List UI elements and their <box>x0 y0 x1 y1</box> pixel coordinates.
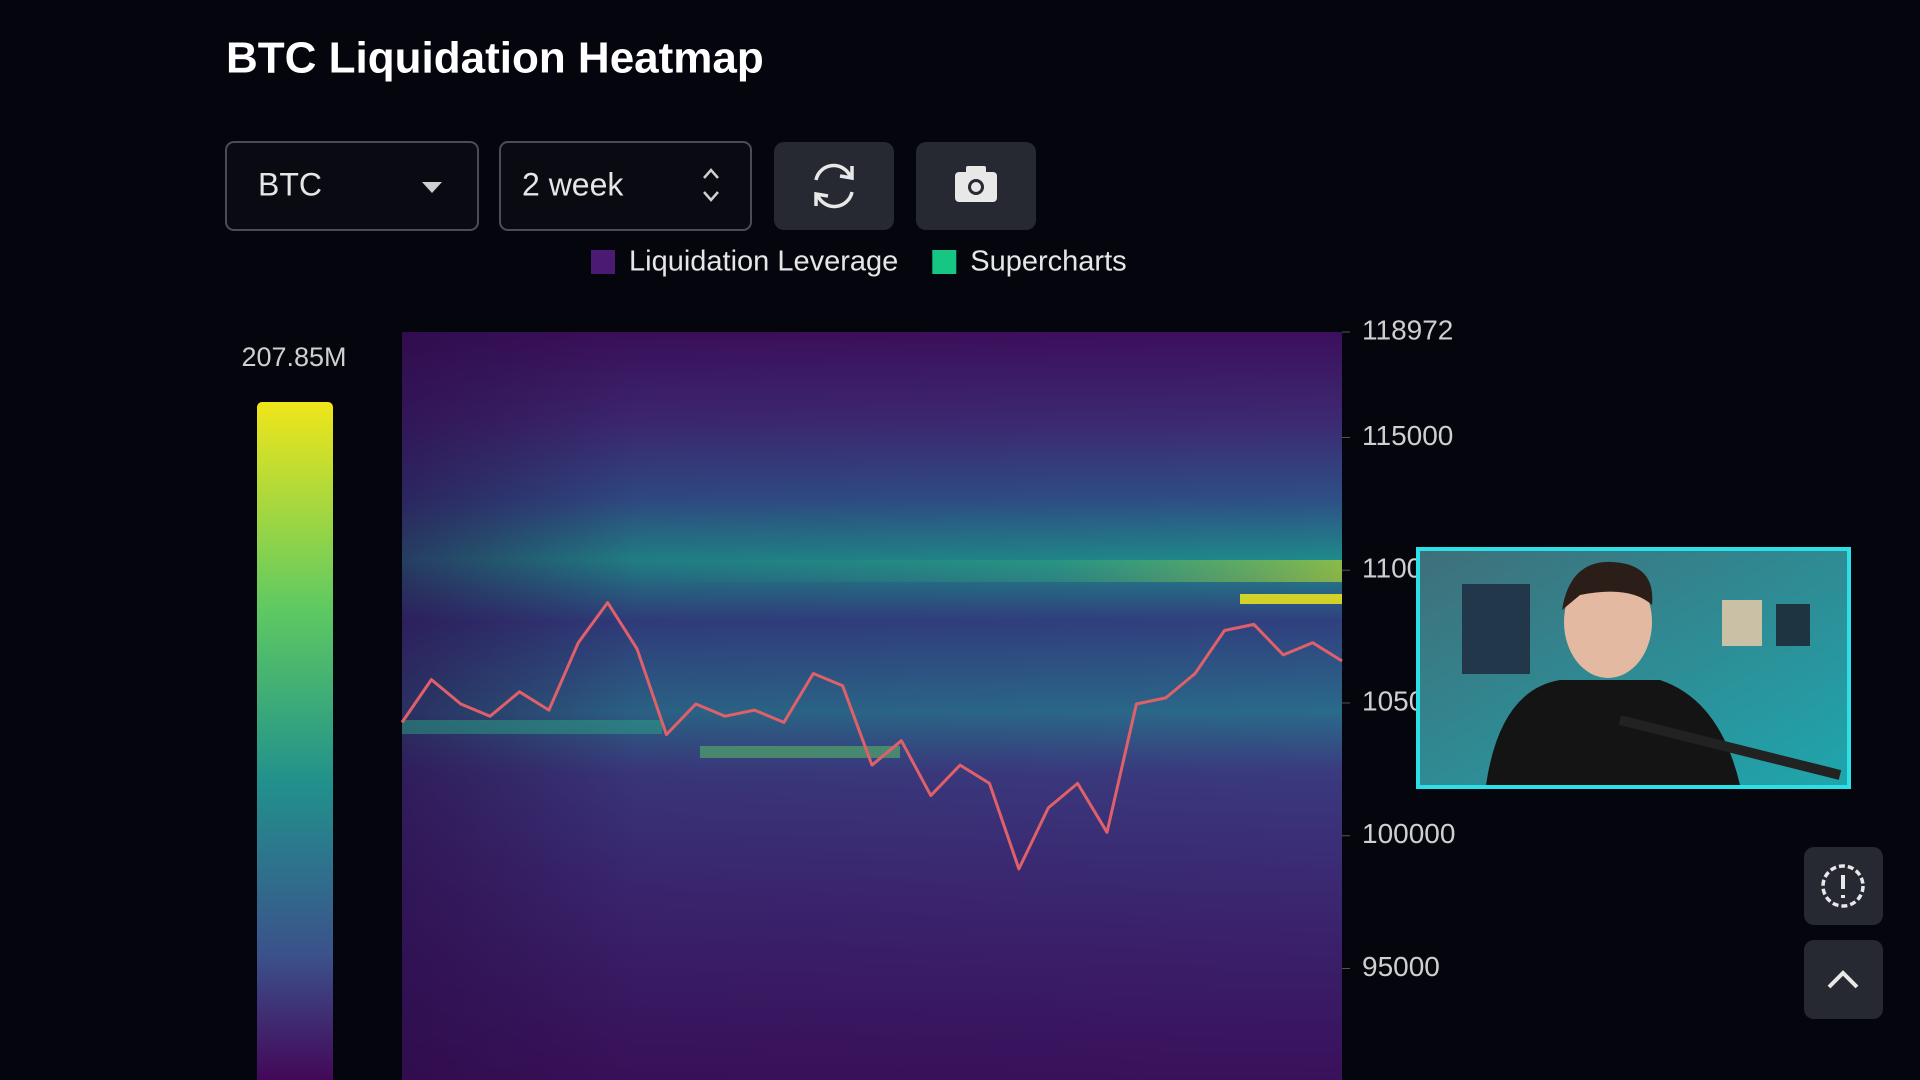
plaque <box>1722 600 1762 646</box>
scroll-top-button[interactable] <box>1804 940 1883 1019</box>
heatmap-band <box>700 746 900 758</box>
refresh-button[interactable] <box>774 142 894 230</box>
legend-swatch <box>591 250 615 274</box>
button-bg[interactable] <box>1804 940 1883 1019</box>
legend-swatch <box>932 250 957 274</box>
chevron-up <box>1827 970 1859 989</box>
frame <box>1776 604 1810 646</box>
mic-arm <box>1618 715 1842 780</box>
y-tick-label: 100000 <box>1362 818 1455 849</box>
button-bg[interactable] <box>774 142 894 230</box>
heatmap <box>402 332 1342 1080</box>
legend-label: Liquidation Leverage <box>629 246 898 278</box>
select-value[interactable]: BTC <box>258 166 322 202</box>
heatmap-band <box>402 720 662 734</box>
alert-icon <box>1821 864 1865 908</box>
refresh-icon <box>814 163 854 209</box>
heatmap-hotspot <box>1240 594 1342 604</box>
screenshot-button[interactable] <box>916 142 1036 230</box>
y-tick-label: 95000 <box>1362 951 1440 982</box>
spinner-arrows <box>703 168 719 202</box>
select-value[interactable]: 2 week <box>522 166 624 202</box>
webcam-overlay <box>1416 547 1851 789</box>
camera-lens-inner <box>971 182 981 192</box>
poster <box>1462 584 1530 674</box>
legend-label: Supercharts <box>970 246 1126 278</box>
alert-button[interactable] <box>1804 847 1883 925</box>
refresh-icon-heads <box>814 166 854 206</box>
person-face <box>1564 566 1652 678</box>
person-hair <box>1562 561 1653 610</box>
price-line <box>400 601 1343 871</box>
symbol-select[interactable]: BTC <box>225 141 479 231</box>
heatmap-shade <box>402 332 1342 1080</box>
period-select[interactable]: 2 week <box>499 141 752 231</box>
select-box[interactable] <box>225 141 479 231</box>
y-tick-label: 115000 <box>1362 420 1453 451</box>
camera-top <box>966 166 986 174</box>
heatmap-band <box>620 560 1342 582</box>
colorbar-max-label: 207.85M <box>241 342 346 372</box>
page-title: BTC Liquidation Heatmap <box>226 34 764 83</box>
y-tick-label: 118972 <box>1362 314 1453 345</box>
person-body <box>1486 680 1740 785</box>
legend: Liquidation Leverage Supercharts <box>591 246 1127 278</box>
colorbar <box>257 402 333 1080</box>
select-box[interactable] <box>499 141 752 231</box>
dropdown-arrow <box>422 182 442 193</box>
